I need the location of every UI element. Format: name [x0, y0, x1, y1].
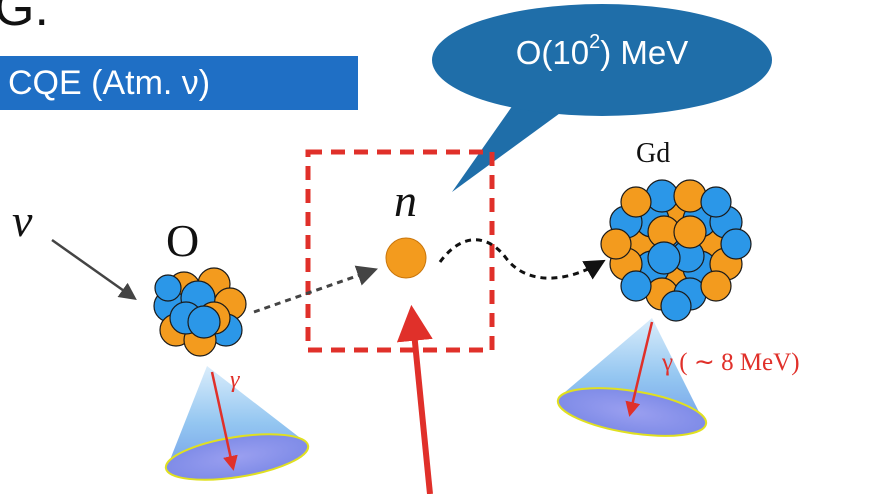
nucleon — [600, 228, 632, 260]
nucleon — [673, 179, 707, 213]
label-oxygen: O — [166, 215, 200, 266]
nucleon — [620, 270, 652, 302]
label-gamma-oxygen: γ — [230, 367, 240, 393]
neutrino-arrow — [51, 238, 137, 301]
neutron-capture-arrow — [438, 238, 606, 280]
nucleon — [673, 215, 707, 249]
ccqe-banner: CQE (Atm. ν) — [0, 56, 358, 110]
energy-exponent: 2 — [589, 31, 601, 53]
nucleon — [620, 186, 652, 218]
label-neutron: n — [394, 175, 417, 226]
oxygen-gamma-cone — [164, 366, 310, 481]
nucleon — [720, 228, 752, 260]
neutron-highlight-box — [305, 149, 495, 353]
pointer-arrow — [396, 304, 433, 495]
nucleon — [187, 305, 221, 339]
nucleon — [647, 241, 681, 275]
slide-heading-fragment: G. — [0, 0, 49, 37]
gadolinium-nucleus — [600, 179, 752, 322]
neutron-emission-arrow — [253, 265, 378, 314]
label-gadolinium: Gd — [636, 138, 671, 169]
nucleon — [154, 274, 182, 302]
nucleon — [700, 270, 732, 302]
energy-bubble-text: O(102) MeV — [432, 32, 772, 71]
label-gamma-gd: γ ( ∼ 8 MeV) — [662, 349, 800, 376]
oxygen-nucleus — [153, 267, 247, 357]
nucleon — [660, 290, 692, 322]
neutron-ball — [385, 237, 427, 279]
label-nu: ν — [12, 195, 33, 246]
nucleon — [645, 179, 679, 213]
energy-speech-bubble — [432, 4, 772, 192]
gadolinium-gamma-cone — [556, 318, 708, 437]
nucleon — [700, 186, 732, 218]
energy-suffix: ) MeV — [600, 34, 689, 71]
energy-prefix: O(10 — [515, 34, 590, 71]
